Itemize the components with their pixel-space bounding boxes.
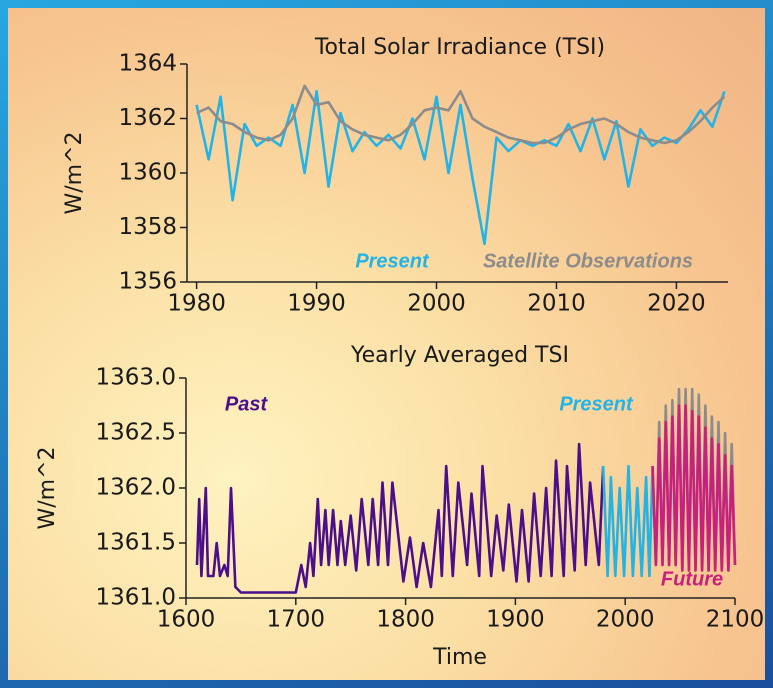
- chart-title: Yearly Averaged TSI: [350, 343, 569, 368]
- x-tick-label: 1980: [167, 291, 226, 317]
- series-line: [651, 404, 737, 572]
- y-tick-label: 1363.0: [96, 365, 176, 391]
- y-axis-label: W/m^2: [62, 131, 87, 214]
- series-line: [195, 442, 605, 594]
- x-tick-label: 2000: [596, 607, 655, 633]
- x-tick-label: 1700: [267, 607, 326, 633]
- y-tick-label: 1361.0: [96, 585, 176, 611]
- x-tick-label: 1600: [157, 607, 216, 633]
- x-axis-label: Time: [432, 645, 487, 670]
- y-tick-label: 1356: [118, 269, 177, 295]
- series-annotation: Satellite Observations: [483, 250, 693, 272]
- chart-title: Total Solar Irradiance (TSI): [314, 35, 605, 60]
- y-tick-label: 1361.5: [96, 530, 176, 556]
- x-tick-label: 2100: [706, 607, 765, 633]
- y-tick-label: 1362.5: [96, 420, 176, 446]
- x-tick-label: 2020: [647, 291, 706, 317]
- y-axis-label: W/m^2: [35, 446, 60, 529]
- series-annotation: Present: [355, 250, 430, 272]
- y-tick-label: 1360: [118, 160, 177, 186]
- y-tick-label: 1362: [118, 105, 177, 131]
- y-tick-label: 1358: [118, 214, 177, 240]
- series-annotation: Present: [559, 393, 634, 415]
- series-line: [195, 90, 726, 246]
- series-annotation: Past: [225, 393, 269, 415]
- x-tick-label: 1800: [376, 607, 435, 633]
- y-tick-label: 1364: [118, 51, 177, 77]
- series-line: [601, 464, 654, 578]
- series-line: [196, 84, 726, 145]
- series-annotation: Future: [661, 568, 723, 590]
- x-tick-label: 2000: [407, 291, 466, 317]
- x-tick-label: 1900: [486, 607, 545, 633]
- x-tick-label: 2010: [527, 291, 586, 317]
- x-tick-label: 1990: [287, 291, 346, 317]
- y-tick-label: 1362.0: [96, 475, 176, 501]
